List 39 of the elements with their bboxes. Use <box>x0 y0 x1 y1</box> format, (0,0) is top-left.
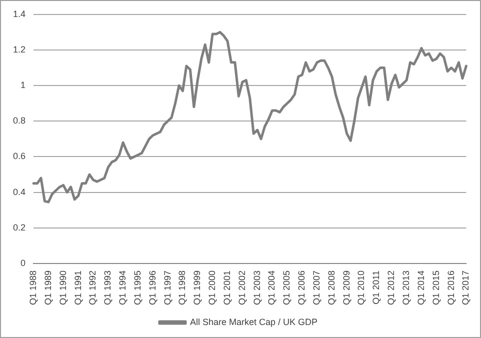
x-tick-label: Q1 1997 <box>162 270 172 306</box>
x-tick-label: Q1 1992 <box>88 270 98 306</box>
x-tick-label: Q1 2014 <box>416 270 426 306</box>
x-tick-label: Q1 1994 <box>118 270 128 306</box>
x-tick-label: Q1 1990 <box>58 270 68 306</box>
x-tick-label: Q1 2001 <box>222 270 232 306</box>
y-tick-label: 0.2 <box>12 222 26 232</box>
x-tick-label: Q1 2008 <box>326 270 336 306</box>
x-tick-label: Q1 1993 <box>102 270 113 306</box>
x-tick-label: Q1 1991 <box>72 270 83 306</box>
x-tick-label: Q1 1988 <box>28 270 38 306</box>
y-tick-label: 0.4 <box>12 186 26 197</box>
x-tick-label: Q1 1996 <box>147 270 158 306</box>
y-tick-label: 1 <box>20 80 26 90</box>
x-tick-label: Q1 2017 <box>460 270 471 306</box>
y-tick-label: 0.8 <box>12 116 26 126</box>
x-tick-label: Q1 2003 <box>252 270 262 306</box>
x-tick-label: Q1 2002 <box>236 270 247 306</box>
x-tick-label: Q1 1998 <box>177 270 188 306</box>
x-tick-label: Q1 2015 <box>430 270 441 306</box>
y-tick-label: 0 <box>20 258 26 268</box>
x-tick-label: Q1 2009 <box>341 270 352 306</box>
x-tick-label: Q1 2012 <box>386 270 396 306</box>
x-tick-label: Q1 2013 <box>401 270 412 306</box>
x-tick-label: Q1 1989 <box>42 270 53 306</box>
x-tick-label: Q1 2004 <box>266 270 277 306</box>
x-tick-label: Q1 2000 <box>207 270 218 306</box>
legend-label: All Share Market Cap / UK GDP <box>190 316 318 327</box>
x-tick-label: Q1 2010 <box>356 270 366 306</box>
y-tick-label: 1.4 <box>12 8 26 19</box>
x-tick-label: Q1 1999 <box>192 270 202 306</box>
y-tick-label: 0.6 <box>12 151 26 162</box>
x-tick-label: Q1 2007 <box>311 270 322 306</box>
x-tick-label: Q1 2005 <box>282 270 292 306</box>
y-tick-label: 1.2 <box>12 44 26 54</box>
x-tick-label: Q1 2006 <box>296 270 307 306</box>
x-tick-label: Q1 1995 <box>132 270 142 306</box>
x-tick-label: Q1 2016 <box>446 270 456 306</box>
x-tick-label: Q1 2011 <box>371 270 382 304</box>
